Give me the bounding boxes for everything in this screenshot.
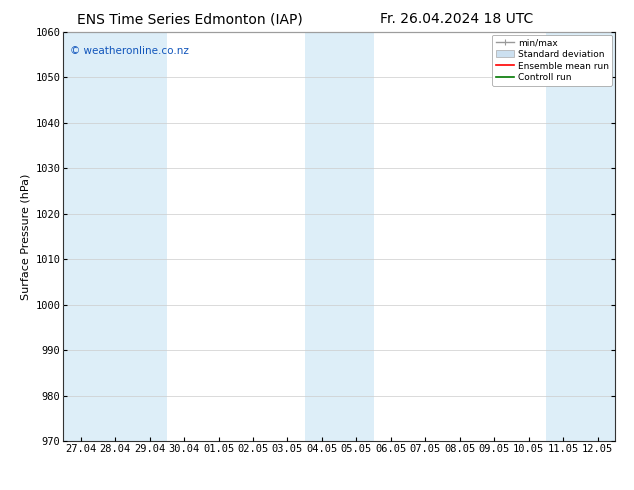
Bar — [546, 32, 615, 441]
Text: Fr. 26.04.2024 18 UTC: Fr. 26.04.2024 18 UTC — [380, 12, 533, 26]
Text: ENS Time Series Edmonton (IAP): ENS Time Series Edmonton (IAP) — [77, 12, 303, 26]
Bar — [98, 32, 167, 441]
Legend: min/max, Standard deviation, Ensemble mean run, Controll run: min/max, Standard deviation, Ensemble me… — [493, 35, 612, 86]
Text: © weatheronline.co.nz: © weatheronline.co.nz — [70, 46, 189, 56]
Bar — [63, 32, 98, 441]
Bar — [305, 32, 373, 441]
Y-axis label: Surface Pressure (hPa): Surface Pressure (hPa) — [20, 173, 30, 299]
